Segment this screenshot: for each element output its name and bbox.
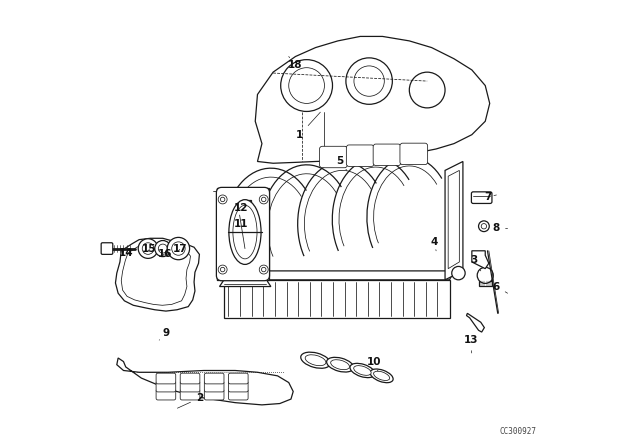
- Circle shape: [167, 237, 189, 260]
- FancyBboxPatch shape: [180, 389, 200, 400]
- FancyBboxPatch shape: [156, 373, 176, 384]
- Circle shape: [346, 58, 392, 104]
- Circle shape: [220, 197, 225, 202]
- FancyBboxPatch shape: [228, 389, 248, 400]
- Circle shape: [354, 66, 384, 96]
- FancyBboxPatch shape: [204, 373, 224, 384]
- Circle shape: [155, 241, 171, 257]
- Ellipse shape: [305, 355, 326, 366]
- Polygon shape: [479, 281, 492, 286]
- Ellipse shape: [374, 371, 390, 380]
- Polygon shape: [217, 188, 269, 280]
- FancyBboxPatch shape: [400, 143, 428, 164]
- FancyBboxPatch shape: [319, 146, 348, 168]
- Ellipse shape: [301, 352, 330, 368]
- Ellipse shape: [331, 360, 349, 370]
- Ellipse shape: [326, 358, 353, 372]
- Text: 6: 6: [493, 281, 508, 293]
- Text: 9: 9: [159, 328, 170, 340]
- Text: 18: 18: [288, 56, 303, 70]
- Text: 12: 12: [234, 203, 248, 213]
- FancyBboxPatch shape: [228, 381, 248, 392]
- Text: 1: 1: [296, 112, 321, 140]
- FancyBboxPatch shape: [101, 243, 113, 254]
- Circle shape: [142, 243, 154, 254]
- Circle shape: [138, 239, 158, 258]
- Text: 3: 3: [470, 255, 481, 271]
- Circle shape: [477, 267, 493, 284]
- Circle shape: [259, 265, 268, 274]
- FancyBboxPatch shape: [204, 389, 224, 400]
- Polygon shape: [472, 251, 489, 269]
- Polygon shape: [448, 170, 460, 269]
- Polygon shape: [115, 238, 200, 311]
- Polygon shape: [220, 280, 271, 287]
- Polygon shape: [224, 271, 454, 280]
- Text: 2: 2: [177, 393, 203, 408]
- Text: 4: 4: [430, 237, 438, 251]
- FancyBboxPatch shape: [180, 381, 200, 392]
- FancyBboxPatch shape: [156, 381, 176, 392]
- Text: 16: 16: [157, 249, 172, 259]
- Polygon shape: [116, 358, 293, 405]
- Text: 13: 13: [464, 335, 478, 353]
- Circle shape: [410, 72, 445, 108]
- Polygon shape: [224, 280, 449, 318]
- FancyBboxPatch shape: [216, 187, 269, 281]
- Circle shape: [262, 267, 266, 272]
- Circle shape: [481, 224, 486, 229]
- FancyBboxPatch shape: [243, 220, 250, 226]
- Text: CC300927: CC300927: [500, 427, 536, 436]
- Ellipse shape: [233, 205, 257, 259]
- Ellipse shape: [229, 200, 261, 264]
- Text: 17: 17: [172, 245, 187, 254]
- FancyBboxPatch shape: [472, 192, 492, 203]
- FancyBboxPatch shape: [242, 200, 251, 208]
- Circle shape: [281, 60, 333, 112]
- Text: 7: 7: [484, 192, 497, 202]
- Text: 8: 8: [493, 224, 508, 233]
- Polygon shape: [255, 36, 490, 163]
- Circle shape: [220, 267, 225, 272]
- Text: 14: 14: [118, 248, 133, 258]
- Polygon shape: [121, 243, 191, 305]
- Circle shape: [479, 221, 489, 232]
- Text: 5: 5: [337, 156, 347, 170]
- Circle shape: [262, 197, 266, 202]
- Circle shape: [158, 244, 167, 253]
- Circle shape: [259, 195, 268, 204]
- FancyBboxPatch shape: [373, 144, 401, 165]
- Text: 10: 10: [366, 358, 381, 371]
- FancyBboxPatch shape: [204, 381, 224, 392]
- Circle shape: [218, 265, 227, 274]
- Circle shape: [218, 195, 227, 204]
- Polygon shape: [467, 313, 484, 332]
- Circle shape: [172, 242, 185, 255]
- FancyBboxPatch shape: [228, 373, 248, 384]
- FancyBboxPatch shape: [180, 373, 200, 384]
- Ellipse shape: [354, 366, 371, 375]
- FancyBboxPatch shape: [346, 145, 374, 166]
- Polygon shape: [445, 161, 463, 280]
- Text: 15: 15: [142, 245, 157, 254]
- Ellipse shape: [370, 369, 393, 383]
- Circle shape: [289, 68, 324, 103]
- Text: 11: 11: [234, 219, 248, 229]
- Circle shape: [452, 267, 465, 280]
- FancyBboxPatch shape: [156, 389, 176, 400]
- Ellipse shape: [350, 363, 375, 378]
